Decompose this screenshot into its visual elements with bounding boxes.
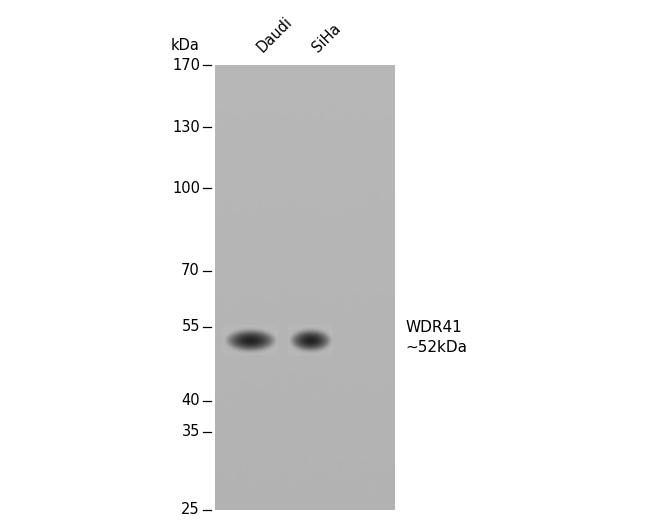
Text: 170: 170 [172, 58, 200, 72]
Text: 35: 35 [181, 424, 200, 439]
Text: WDR41: WDR41 [405, 320, 461, 335]
Text: 55: 55 [181, 319, 200, 334]
Text: Daudi: Daudi [254, 14, 295, 55]
Text: 70: 70 [181, 264, 200, 279]
Text: 130: 130 [172, 120, 200, 135]
Text: 100: 100 [172, 180, 200, 196]
Text: 25: 25 [181, 502, 200, 517]
Text: ~52kDa: ~52kDa [405, 341, 467, 356]
Text: kDa: kDa [171, 37, 200, 53]
Text: 40: 40 [181, 394, 200, 408]
Text: SiHa: SiHa [309, 21, 344, 55]
